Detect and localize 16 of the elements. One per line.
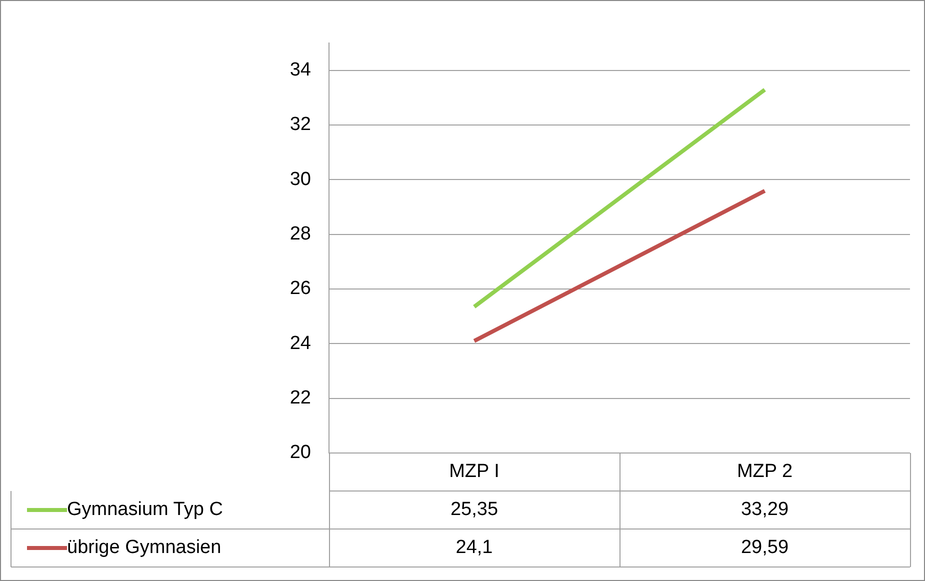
x-tick-label: MZP 2	[736, 461, 793, 482]
legend-label: übrige Gymnasien	[67, 537, 222, 558]
y-tick-label: 32	[290, 114, 311, 136]
data-label: 24,1	[456, 537, 493, 558]
y-tick-label: 20	[290, 442, 311, 464]
y-tick-label: 24	[290, 332, 312, 354]
y-tick-label: 22	[290, 388, 311, 409]
data-label: 29,59	[740, 537, 789, 558]
y-tick-label: 34	[290, 60, 312, 81]
y-tick-label: 26	[290, 278, 311, 300]
data-label: 25,35	[450, 499, 498, 520]
y-tick-label: 28	[290, 224, 311, 245]
y-tick-label: 30	[290, 168, 311, 190]
legend-label: Gymnasium Typ C	[67, 499, 223, 520]
data-label: 33,29	[740, 499, 789, 520]
x-tick-label: MZP I	[449, 461, 500, 482]
